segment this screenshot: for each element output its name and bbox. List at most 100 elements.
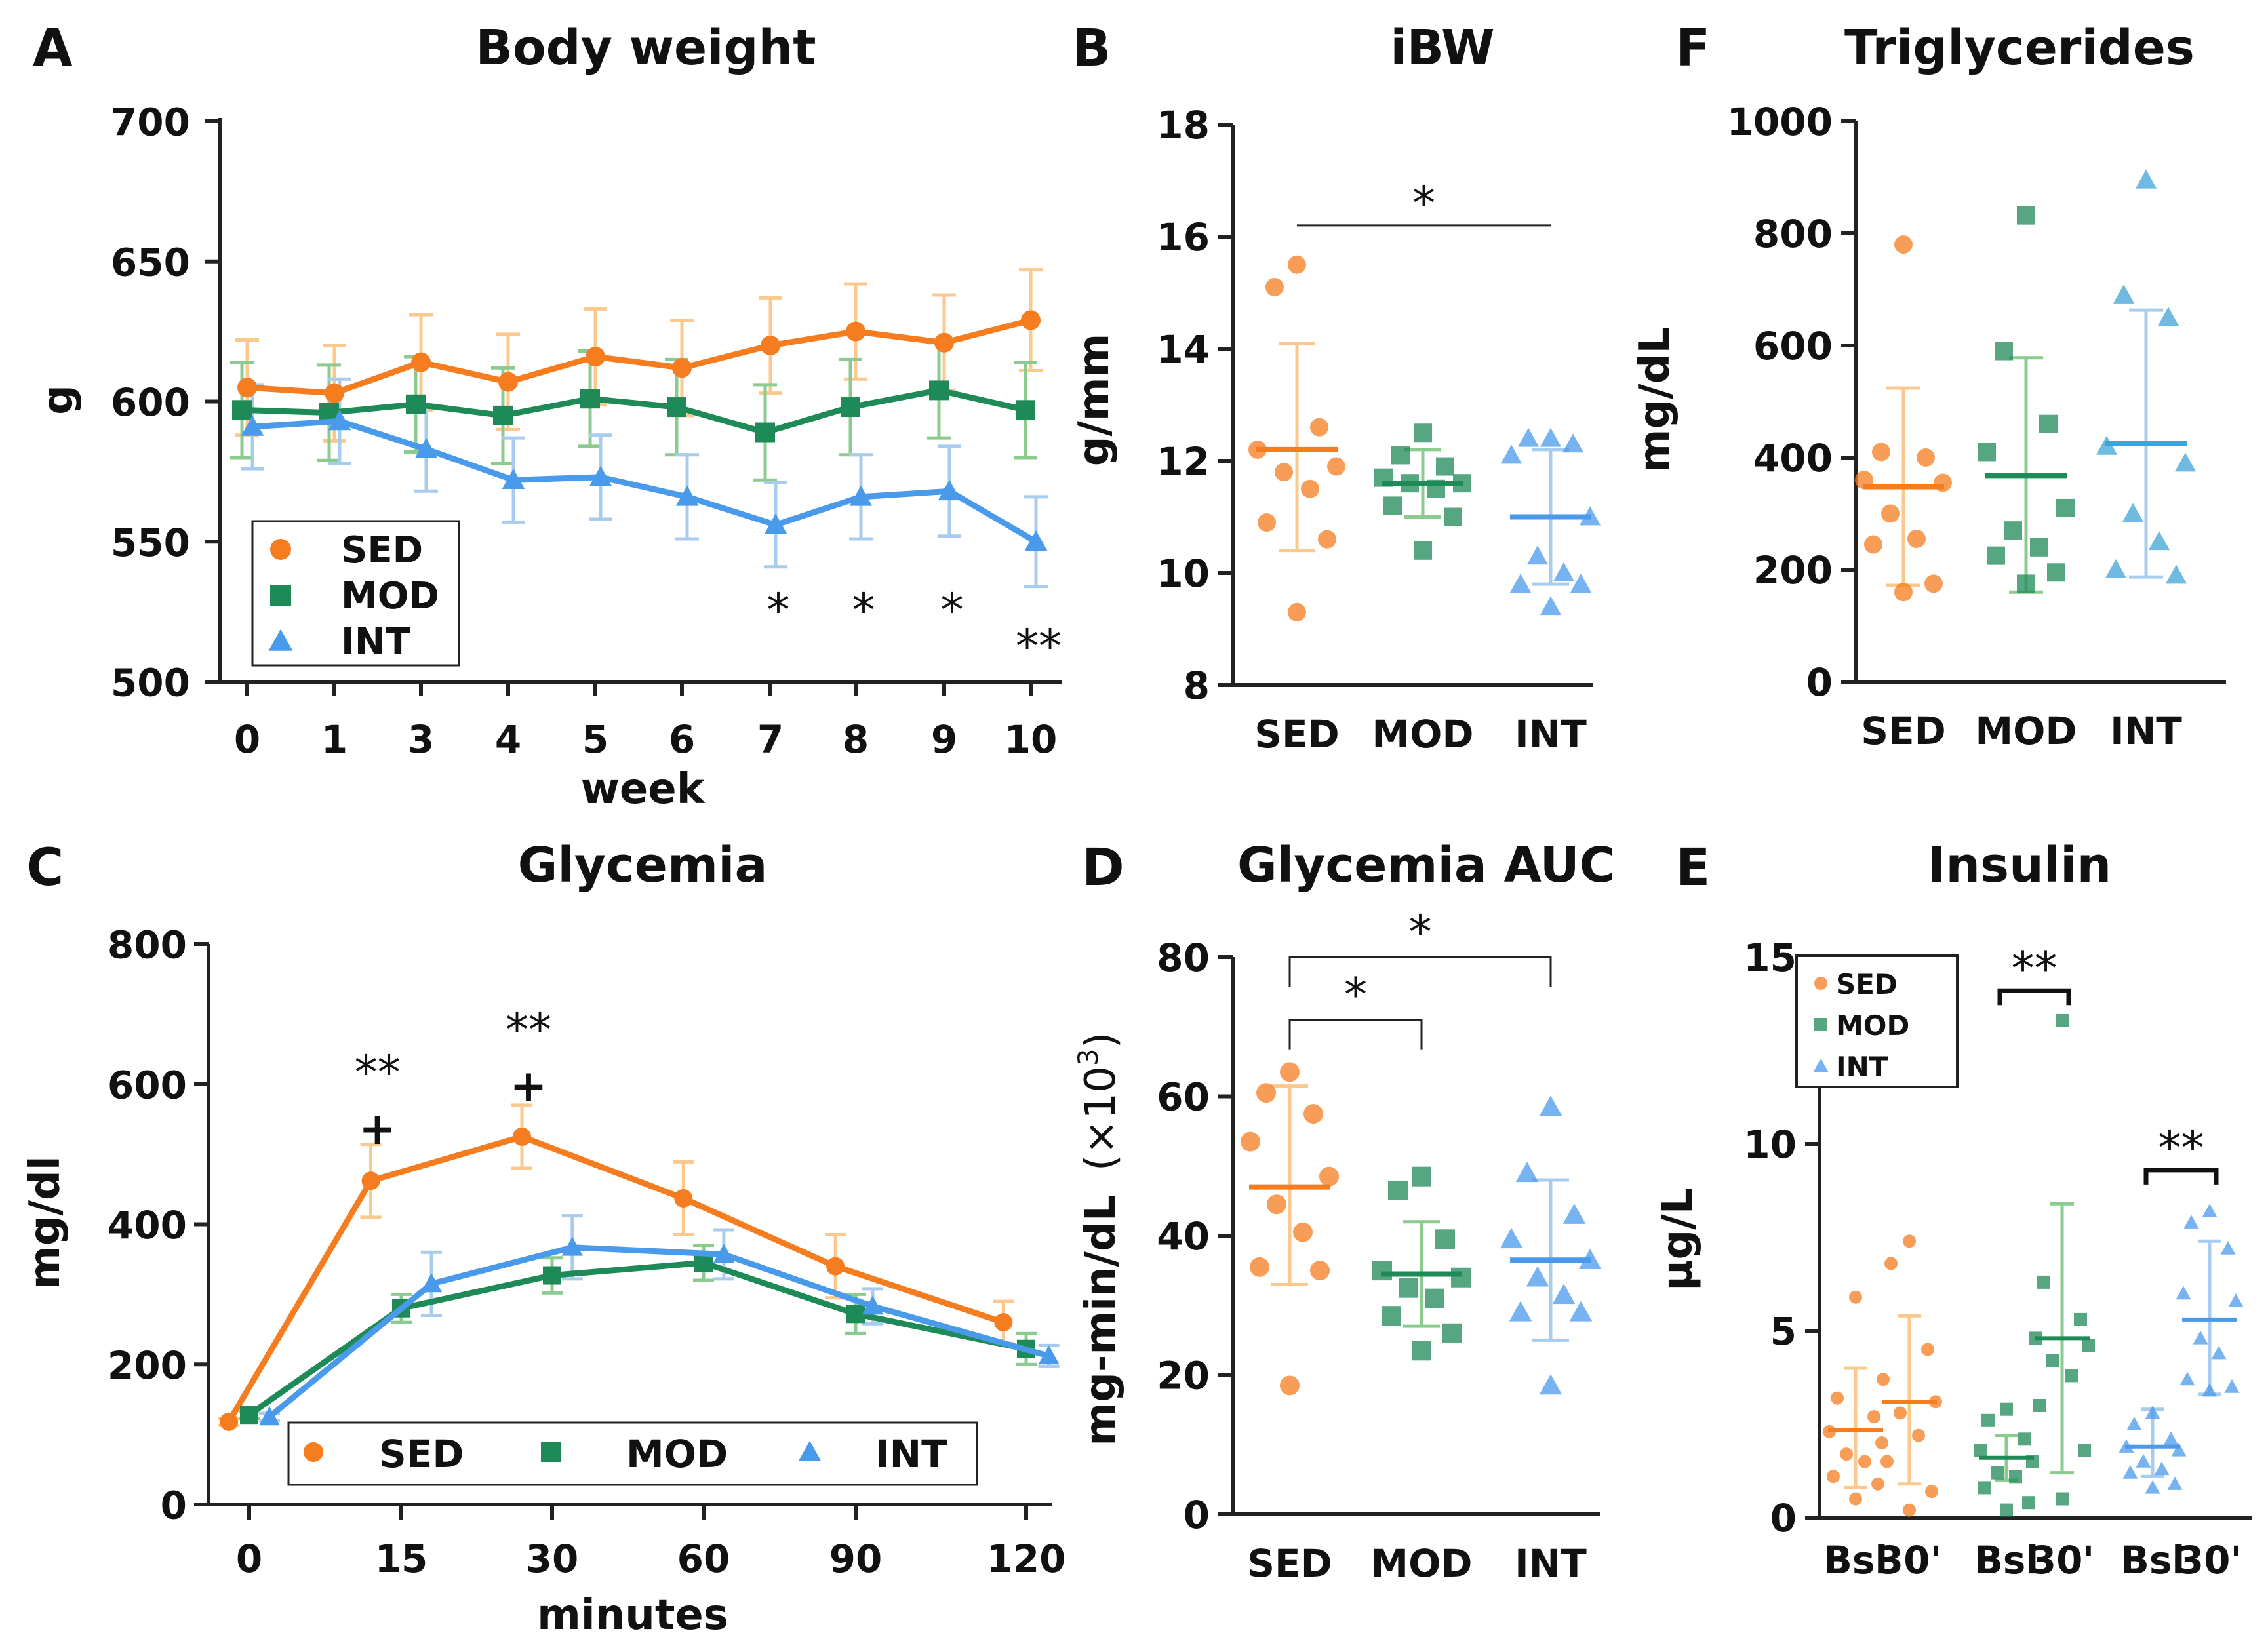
data-point-int [2105, 559, 2127, 578]
data-point-mod [2017, 574, 2035, 593]
data-point-sed [1884, 1257, 1898, 1270]
data-point-sed [1319, 1166, 1339, 1187]
data-point-mod [493, 405, 513, 425]
data-point-mod [1414, 541, 1432, 560]
y-ticks-c: 0 200 400 600 800 [108, 923, 209, 1528]
x-ticks-a: 0 1 3 4 5 6 7 8 9 10 [234, 682, 1057, 762]
data-point-int [2224, 1379, 2240, 1393]
data-point-mod [1451, 1267, 1471, 1288]
y-tick-label: 500 [111, 661, 190, 705]
x-ticks-f: SED MOD INT [1861, 709, 2182, 753]
significance-bracket [1997, 988, 2071, 1006]
legend-label-int: INT [341, 621, 410, 663]
data-point-mod [2078, 1444, 2091, 1457]
legend-label-int: INT [1836, 1051, 1888, 1083]
data-point-sed [513, 1127, 531, 1146]
x-category-label: Bsl [1974, 1538, 2039, 1583]
data-point-mod [1978, 442, 1996, 462]
y-tick-label: 8 [1184, 663, 1210, 708]
data-point-mod [1414, 423, 1432, 442]
data-point-sed [1864, 535, 1882, 554]
legend-c: SED MOD INT [287, 1421, 978, 1486]
data-point-sed [498, 372, 518, 392]
data-point-int [2113, 284, 2135, 304]
data-point-sed [220, 1412, 239, 1431]
data-point-int [2154, 1461, 2170, 1476]
y-tick-label: 12 [1157, 439, 1210, 484]
data-point-sed [1877, 1373, 1890, 1386]
legend-marker-int [798, 1440, 822, 1461]
data-point-sed [1258, 513, 1276, 532]
panel-letter-d: D [1082, 838, 1124, 897]
y-tick-label: 0 [1806, 660, 1833, 705]
data-point-mod [2000, 1402, 2013, 1416]
data-point-int [258, 1406, 281, 1426]
x-tick-label: 0 [234, 717, 260, 762]
data-point-mod [1382, 1306, 1401, 1326]
x-tick-label: 0 [236, 1537, 262, 1581]
panel-a-body-weight: A Body weight 500 550 600 650 700 0 1 3 4 5 6 7 8 9 1… [33, 19, 1062, 814]
y-tick-label: 16 [1157, 215, 1210, 260]
significance-bracket [2143, 1168, 2219, 1185]
y-tick-label: 10 [1743, 1122, 1797, 1167]
y-axis-label-e: μg/L [1654, 1187, 1702, 1290]
panel-d-glycemia-auc: D Glycemia AUC 0 20 40 60 80 SED MOD INT mg-mi… [1072, 837, 1615, 1586]
x-category-label: SED [1861, 709, 1946, 753]
x-category-label: Bsl [1823, 1538, 1888, 1583]
y-tick-label: 5 [1770, 1309, 1797, 1354]
data-point-sed [1907, 529, 1926, 548]
data-point-sed [1310, 1261, 1330, 1281]
data-point-sed [1849, 1492, 1862, 1506]
significance-bracket [1288, 956, 1552, 987]
y-axis-label-d-close: ) [1077, 1032, 1125, 1048]
data-point-int [2145, 1405, 2160, 1419]
data-point-mod [1436, 457, 1454, 476]
legend-marker-mod [270, 585, 291, 606]
x-category-label: 30' [2178, 1538, 2242, 1583]
data-point-sed [1924, 574, 1943, 593]
y-tick-label: 400 [108, 1203, 187, 1248]
data-point-sed [1875, 1436, 1888, 1449]
data-point-mod [1016, 400, 1035, 420]
data-point-mod [1412, 1166, 1431, 1187]
significance-plus: + [359, 1103, 396, 1155]
data-point-mod [1991, 1466, 2004, 1480]
y-axis-label-a: g [34, 385, 83, 415]
legend-label-mod: MOD [341, 575, 439, 618]
significance-mark: ** [506, 1003, 551, 1057]
data-point-sed [361, 1171, 380, 1190]
x-tick-label: 90 [829, 1537, 883, 1581]
y-tick-label: 400 [1753, 436, 1833, 481]
legend-marker-sed [1814, 977, 1827, 990]
panel-letter-c: C [26, 838, 64, 897]
data-point-int [764, 513, 787, 534]
data-point-mod [755, 422, 775, 442]
data-point-mod [1383, 496, 1402, 515]
series-line-int [252, 418, 1038, 545]
data-point-mod [2018, 1432, 2031, 1446]
panel-b-ibw: B iBW 8 10 12 14 16 18 SED MOD INT g/mm * [1070, 19, 1601, 757]
data-point-sed [1840, 1447, 1853, 1461]
data-point-int [713, 1244, 735, 1263]
significance-mark: * [1409, 905, 1432, 959]
y-tick-label: 700 [111, 100, 190, 145]
x-tick-label: 4 [495, 717, 521, 762]
data-point-int [1500, 444, 1522, 464]
data-point-int [2171, 1442, 2187, 1457]
data-point-int [2145, 1480, 2160, 1494]
panel-c-glycemia: C Glycemia 0 200 400 600 800 0 15 30 60 90 120 mg… [21, 837, 1066, 1640]
data-point-int [2202, 1383, 2218, 1397]
data-point-sed [672, 358, 692, 378]
data-point-sed [1858, 1455, 1871, 1468]
data-point-sed [1327, 457, 1345, 476]
brackets-b: * [1297, 176, 1551, 230]
series-line-int [268, 1244, 1050, 1419]
data-point-sed [325, 383, 344, 403]
points-e [1823, 1013, 2244, 1517]
data-point-mod [2009, 1470, 2022, 1484]
x-category-label: SED [1247, 1541, 1332, 1586]
series-line-sed [226, 1133, 1005, 1424]
panel-f-triglycerides: F Triglycerides 0 200 400 600 800 1000 SED MOD… [1631, 19, 2226, 753]
